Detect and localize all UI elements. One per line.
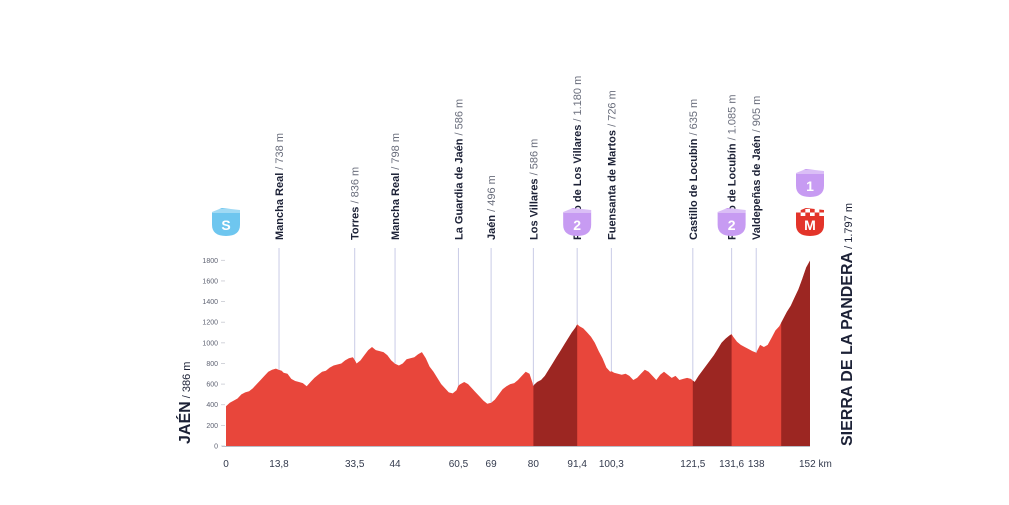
waypoint-altitude: / 1.085 m [727, 95, 739, 144]
marker-badge-start [212, 208, 240, 236]
waypoint-name: Mancha Real [390, 173, 402, 240]
waypoint-altitude: / 905 m [751, 96, 763, 136]
waypoint-altitude: / 1.180 m [572, 76, 584, 125]
x-tick-label: 69 [486, 459, 498, 470]
marker-badge-climb [563, 208, 592, 236]
x-tick-label: 0 [223, 459, 229, 470]
waypoint-label: Castillo de Locubín / 635 m [688, 99, 700, 240]
waypoint-name: Jaén [486, 215, 498, 240]
y-tick-label: 1200 [202, 320, 218, 327]
finish-town-label: SIERRA DE LA PANDERA / 1.797 m [839, 203, 856, 446]
waypoint-label: Torres / 836 m [350, 167, 362, 240]
finish-checker [810, 212, 815, 216]
y-tick-label: 400 [206, 402, 218, 409]
start-town-label-altitude: / 386 m [181, 362, 193, 402]
waypoint-name: Castillo de Locubín [688, 138, 700, 240]
finish-checker [805, 209, 810, 213]
marker-band [717, 209, 746, 213]
climb-segment-2 [692, 334, 732, 446]
y-tick-label: 1000 [202, 340, 218, 347]
marker-label: S [221, 217, 230, 233]
marker-badge-climb [717, 208, 746, 236]
x-tick-label: 121,5 [680, 459, 705, 470]
waypoint-label: Fuensanta de Martos / 726 m [606, 90, 618, 240]
x-tick-label: 152 km [799, 459, 832, 470]
waypoint-label: Mancha Real / 738 m [274, 133, 286, 240]
x-tick-label: 138 [748, 459, 765, 470]
waypoint-label: Mancha Real / 798 m [390, 133, 402, 240]
marker-band [796, 170, 824, 174]
waypoint-altitude: / 836 m [350, 167, 362, 207]
finish-checker [796, 209, 801, 213]
finish-town-label-altitude: / 1.797 m [843, 203, 855, 252]
waypoint-name: La Guardia de Jaén [453, 138, 465, 240]
x-tick-label: 100,3 [599, 459, 624, 470]
y-tick-label: 600 [206, 382, 218, 389]
waypoint-altitude: / 496 m [486, 175, 498, 215]
waypoint-name: Valdepeñas de Jaén [751, 135, 763, 240]
marker-band [212, 209, 240, 213]
marker-label: M [804, 217, 816, 233]
x-tick-label: 80 [528, 459, 540, 470]
waypoint-label: Los Villares / 586 m [528, 139, 540, 240]
waypoint-label: Jaén / 496 m [486, 175, 498, 240]
x-tick-label: 131,6 [719, 459, 744, 470]
climb-segment-1 [533, 324, 578, 446]
x-tick-label: 33,5 [345, 459, 365, 470]
y-tick-label: 800 [206, 361, 218, 368]
marker-label: 2 [573, 217, 581, 233]
start-town-label-name: JAÉN [175, 401, 194, 444]
marker-band [563, 209, 592, 213]
start-town-label: JAÉN / 386 m [175, 362, 194, 444]
profile-area [226, 260, 810, 446]
waypoint-name: Torres [350, 207, 362, 240]
waypoint-label: Valdepeñas de Jaén / 905 m [751, 96, 763, 240]
finish-checker [814, 209, 820, 213]
waypoint-altitude: / 738 m [274, 133, 286, 173]
y-tick-label: 1400 [202, 299, 218, 306]
waypoint-altitude: / 635 m [688, 99, 700, 139]
finish-checker [800, 212, 806, 216]
x-tick-label: 44 [389, 459, 401, 470]
waypoint-altitude: / 586 m [528, 139, 540, 179]
finish-town-label-name: SIERRA DE LA PANDERA [839, 251, 856, 446]
marker-label: 2 [728, 217, 736, 233]
y-tick-label: 1800 [202, 258, 218, 265]
y-tick-label: 1600 [202, 278, 218, 285]
waypoint-label: La Guardia de Jaén / 586 m [453, 99, 465, 240]
x-tick-label: 13,8 [269, 459, 289, 470]
marker-badge-climb [796, 169, 824, 197]
x-tick-label: 60,5 [449, 459, 469, 470]
waypoint-name: Mancha Real [274, 173, 286, 240]
x-tick-label: 91,4 [567, 459, 587, 470]
waypoint-name: Los Villares [528, 178, 540, 240]
climb-segment-3 [781, 260, 810, 446]
waypoint-name: Fuensanta de Martos [606, 130, 618, 240]
waypoint-altitude: / 726 m [606, 90, 618, 130]
marker-label: 1 [806, 178, 814, 194]
waypoint-altitude: / 586 m [453, 99, 465, 139]
waypoint-altitude: / 798 m [390, 133, 402, 173]
finish-checker [819, 212, 824, 216]
y-tick-label: 200 [206, 423, 218, 430]
y-tick-label: 0 [214, 444, 218, 451]
